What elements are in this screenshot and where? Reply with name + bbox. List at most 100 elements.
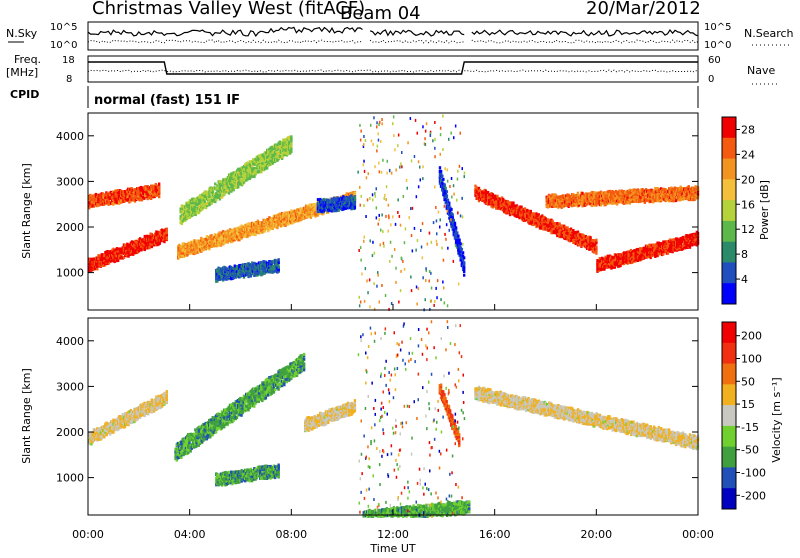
heatmap-cell <box>214 183 216 186</box>
heatmap-cell <box>463 256 465 259</box>
heatmap-cell <box>440 170 442 173</box>
nsky-frame <box>88 22 698 50</box>
nsky-right-tick-top: 10^5 <box>704 22 731 33</box>
nave-tick-top: 60 <box>708 55 721 66</box>
heatmap-cell <box>117 259 119 262</box>
nsky-label: N.Sky <box>6 27 38 40</box>
heatmap-cell <box>354 192 356 195</box>
nave-trace <box>88 70 698 72</box>
heatmap-cell <box>226 277 228 280</box>
heatmap-cell <box>317 198 319 201</box>
heatmap-cell <box>278 265 280 268</box>
heatmap-cell <box>159 242 161 245</box>
heatmap-cell <box>265 151 267 154</box>
heatmap-cell <box>261 231 263 234</box>
nsky-tick-bottom: 10^0 <box>50 40 77 51</box>
nsky-right-tick-bottom: 10^0 <box>704 40 731 51</box>
nsearch-label: N.Search <box>744 27 794 40</box>
heatmap-cell <box>93 257 95 260</box>
nsky-panel: N.Sky 10^5 10^0 10^5 10^0 N.Search <box>6 22 794 51</box>
heatmap-cell <box>566 226 568 229</box>
heatmap-cell <box>158 186 160 189</box>
freq-frame <box>88 56 698 82</box>
heatmap-cell <box>463 274 465 277</box>
heatmap-cell <box>595 249 597 252</box>
heatmap-cell <box>455 226 457 229</box>
freq-label: Freq. <box>14 53 41 66</box>
freq-panel: Freq. [MHz] 18 8 60 0 Nave <box>6 53 778 85</box>
heatmap-cell <box>460 242 462 245</box>
heatmap-cell <box>454 222 456 225</box>
heatmap-cell <box>530 210 532 213</box>
heatmap-cell <box>595 239 597 242</box>
heatmap-cell <box>595 246 597 249</box>
nsky-tick-top: 10^5 <box>50 22 77 33</box>
heatmap-cell <box>136 241 138 244</box>
heatmap-cell <box>481 190 483 193</box>
heatmap-cell <box>452 213 454 216</box>
heatmap-cell <box>458 239 460 242</box>
nsearch-trace <box>88 40 698 43</box>
heatmap-cell <box>155 183 157 186</box>
heatmap-cell <box>512 202 514 205</box>
heatmap-cell <box>463 261 465 264</box>
heatmap-cell <box>278 258 280 261</box>
heatmap-cell <box>439 166 441 169</box>
heatmap-cell <box>461 248 463 251</box>
heatmap-cell <box>456 231 458 234</box>
heatmap-cell <box>354 196 356 199</box>
heatmap-cell <box>331 198 333 201</box>
heatmap-cell <box>234 265 236 268</box>
heatmap-cell <box>290 147 292 150</box>
heatmap-cell <box>166 228 168 231</box>
beam-title: Beam 04 <box>340 3 421 24</box>
power-heatmap <box>88 115 699 312</box>
date-title: 20/Mar/2012 <box>586 0 701 19</box>
freq-tick-bottom: 8 <box>66 74 72 85</box>
heatmap-cell <box>556 222 558 225</box>
nave-label: Nave <box>747 64 775 77</box>
heatmap-cell <box>278 261 280 264</box>
heatmap-cell <box>151 245 153 248</box>
heatmap-cell <box>228 192 230 195</box>
heatmap-cell <box>443 183 445 186</box>
heatmap-cell <box>441 175 443 178</box>
heatmap-cell <box>219 180 221 183</box>
heatmap-cell <box>107 250 109 253</box>
heatmap-cell <box>158 195 160 198</box>
heatmap-cell <box>446 194 448 197</box>
heatmap-cell <box>442 178 444 181</box>
cpid-label: CPID <box>10 88 39 101</box>
heatmap-cell <box>463 266 465 269</box>
heatmap-cell <box>253 262 255 265</box>
station-title: Christmas Valley West (fitACF) <box>92 0 365 19</box>
nsky-trace <box>88 27 698 36</box>
heatmap-cell <box>447 199 449 202</box>
heatmap-cell <box>596 259 598 262</box>
freq-unit: [MHz] <box>6 66 38 79</box>
cpid-text: normal (fast) 151 IF <box>94 93 240 108</box>
heatmap-cell <box>158 183 160 186</box>
heatmap-cell <box>589 236 591 239</box>
heatmap-cell <box>350 194 352 197</box>
heatmap-cell <box>445 187 447 190</box>
heatmap-cell <box>290 135 292 138</box>
freq-tick-top: 18 <box>62 55 75 66</box>
heatmap-cell <box>95 193 97 196</box>
heatmap-cell <box>208 195 210 198</box>
heatmap-cell <box>253 175 255 178</box>
heatmap-cell <box>572 229 574 232</box>
heatmap-cell <box>561 224 563 227</box>
heatmap-cell <box>237 185 239 188</box>
heatmap-cell <box>446 190 448 193</box>
heatmap-cell <box>338 209 340 212</box>
nave-tick-bottom: 0 <box>708 74 714 85</box>
heatmap-cell <box>290 150 292 153</box>
heatmap-cell <box>462 251 464 254</box>
heatmap-cell <box>450 208 452 211</box>
heatmap-cell <box>457 235 459 238</box>
heatmap-cell <box>453 219 455 222</box>
